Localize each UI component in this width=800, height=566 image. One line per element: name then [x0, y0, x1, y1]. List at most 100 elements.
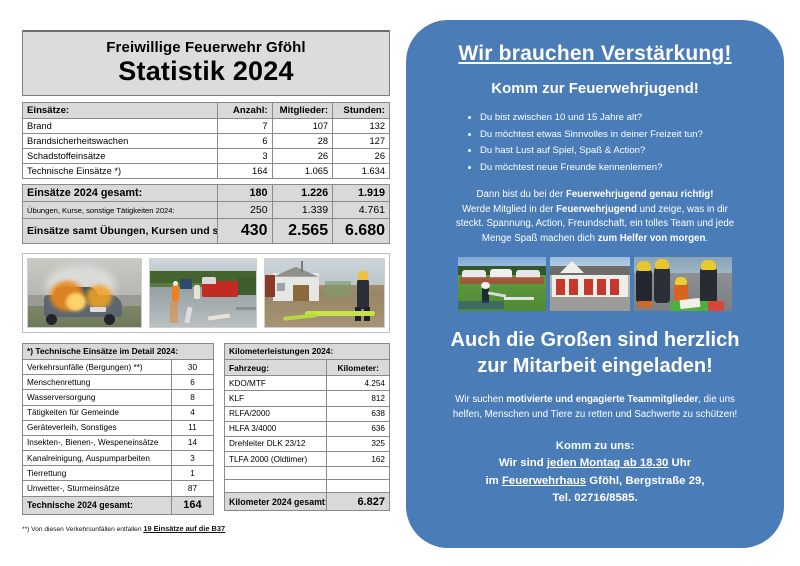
table-row: Drehleiter DLK 23/12 325 — [223, 435, 390, 453]
list-item: Du möchtest etwas Sinnvolles in deiner F… — [480, 127, 768, 144]
header-fahrzeug: Fahrzeug: — [223, 358, 328, 377]
row-label: Technische 2024 gesamt: — [22, 495, 172, 515]
row-stunden: 1.919 — [332, 184, 390, 203]
row-mitglieder: 28 — [271, 133, 334, 150]
panel-subheadline: Komm zur Feuerwehrjugend! — [491, 80, 699, 97]
row-label: Übungen, Kurse, sonstige Tätigkeiten 202… — [22, 201, 218, 220]
header-mitglieder: Mitglieder: — [271, 102, 334, 120]
table-row: Verkehrsunfälle (Bergungen) **) 30 — [22, 358, 215, 376]
header-anzahl: Anzahl: — [216, 102, 273, 120]
row-label: Menschenrettung — [22, 374, 172, 391]
footnote: **) Von diesen Verkehrsunfällen entfalle… — [22, 524, 390, 533]
row-value: 30 — [170, 358, 215, 376]
row-label: Verkehrsunfälle (Bergungen) **) — [22, 358, 172, 376]
row-value: 162 — [326, 451, 390, 468]
table-row-empty — [223, 479, 390, 494]
youth-competition-photo — [458, 256, 546, 311]
document-title-box: Freiwillige Feuerwehr Gföhl Statistik 20… — [22, 30, 390, 97]
row-anzahl: 180 — [216, 184, 273, 203]
table-row: Insekten-, Bienen-, Wespeneinsätze 14 — [22, 434, 215, 452]
seek-d: helfen, Menschen und Tiere zu retten und… — [452, 408, 738, 420]
table-row: Brandsicherheitswachen 6 28 127 — [22, 133, 390, 150]
pitch-line3: steckt. Spannung, Action, Freundschaft, … — [455, 218, 735, 230]
firefighters-training-photo — [634, 256, 732, 311]
table-row: TLFA 2000 (Oldtimer) 162 — [223, 451, 390, 468]
km-caption-row: Kilometerleistungen 2024: — [224, 342, 390, 360]
statistics-column: Freiwillige Feuerwehr Gföhl Statistik 20… — [22, 30, 390, 533]
row-anzahl: 164 — [216, 163, 273, 180]
row-label: KDO/MTF — [223, 375, 328, 392]
panel-headline: Wir brauchen Verstärkung! — [458, 42, 732, 65]
row-value — [326, 479, 390, 494]
row-value: 8 — [170, 389, 215, 406]
km-total-row: Kilometer 2024 gesamt: 6.827 — [223, 492, 390, 512]
page-title: Statistik 2024 — [118, 56, 294, 86]
row-label: Kanalreinigung, Auspumparbeiten — [22, 450, 172, 467]
row-label: Kilometer 2024 gesamt: — [223, 492, 328, 512]
row-label: Geräteverleih, Sonstiges — [22, 419, 172, 436]
contact-phone: Tel. 02716/8585. — [552, 491, 638, 504]
fire-station-photo — [550, 256, 630, 311]
row-label — [223, 466, 328, 481]
pitch-line2-c: und zeige, was in dir — [636, 203, 728, 215]
table-row: Brand 7 107 132 — [22, 118, 390, 135]
detail-caption: *) Technische Einsätze im Detail 2024: — [22, 342, 214, 360]
flooded-road-photo — [149, 257, 257, 328]
totals-table: Einsätze 2024 gesamt: 180 1.226 1.919 Üb… — [22, 184, 390, 244]
row-value: 325 — [326, 435, 390, 453]
footnote-highlight: 19 Einsätze auf die B37 — [143, 523, 226, 533]
row-value: 14 — [170, 434, 215, 452]
table-row: Geräteverleih, Sonstiges 11 — [22, 419, 215, 436]
kilometer-table: Kilometerleistungen 2024: Fahrzeug: Kilo… — [223, 342, 390, 512]
row-anzahl: 250 — [216, 201, 273, 220]
row-mitglieder: 107 — [271, 118, 334, 135]
row-label: HLFA 3/4000 — [223, 420, 328, 437]
row-anzahl: 3 — [216, 148, 273, 165]
row-mitglieder: 1.065 — [271, 163, 334, 180]
row-anzahl: 7 — [216, 118, 273, 135]
row-label: Brand — [22, 118, 218, 135]
table-row: Kanalreinigung, Auspumparbeiten 3 — [22, 450, 215, 467]
table-row: RLFA/2000 638 — [223, 405, 390, 422]
main-statistics-table-wrapper: Einsätze: Anzahl: Mitglieder: Stunden: B… — [22, 102, 390, 244]
pitch-line1-a: Dann bist du bei der — [476, 189, 566, 200]
row-value: 3 — [170, 450, 215, 467]
row-stunden: 132 — [332, 118, 390, 135]
totals-row-einsaetze: Einsätze 2024 gesamt: 180 1.226 1.919 — [22, 184, 390, 203]
row-label: Einsätze 2024 gesamt: — [22, 184, 218, 203]
totals-row-grand: Einsätze samt Übungen, Kursen und sonsti… — [22, 218, 390, 244]
table-row: KDO/MTF 4.254 — [223, 375, 390, 392]
row-label: Brandsicherheitswachen — [22, 133, 218, 150]
km-caption: Kilometerleistungen 2024: — [224, 342, 390, 360]
adults-invite-line1: Auch die Großen sind herzlich — [450, 328, 740, 351]
pitch-line4-b: zum Helfer von morgen — [597, 233, 706, 245]
operations-photo-strip — [22, 252, 390, 333]
header-kilometer: Kilometer: — [326, 358, 390, 377]
flooded-house-photo — [263, 257, 385, 328]
row-label: Einsätze samt Übungen, Kursen und sonsti… — [22, 218, 218, 244]
row-value: 4 — [170, 404, 215, 421]
seek-b: motivierte und engagierte Teammitglieder — [506, 393, 699, 405]
list-item: Du hast Lust auf Spiel, Spaß & Action? — [480, 143, 768, 160]
row-label — [223, 479, 328, 494]
technical-detail-table: *) Technische Einsätze im Detail 2024: V… — [22, 342, 215, 515]
table-row: HLFA 3/4000 636 — [223, 420, 390, 437]
row-value — [326, 466, 390, 481]
detail-tables-row: *) Technische Einsätze im Detail 2024: V… — [22, 342, 390, 515]
row-label: Tätigkeiten für Gemeinde — [22, 404, 172, 421]
row-value: 1 — [170, 465, 215, 482]
row-mitglieder: 1.339 — [271, 201, 334, 220]
contact-line3-a: im — [485, 474, 502, 487]
table-row: Menschenrettung 6 — [22, 374, 215, 391]
adults-invite-heading: Auch die Großen sind herzlich zur Mitarb… — [422, 327, 768, 379]
row-mitglieder: 26 — [271, 148, 334, 165]
requirements-list: Du bist zwischen 10 und 15 Jahre alt? Du… — [470, 110, 768, 176]
row-stunden: 4.761 — [332, 201, 390, 220]
table-row: Schadstoffeinsätze 3 26 26 — [22, 148, 390, 165]
row-label: Schadstoffeinsätze — [22, 148, 218, 165]
list-item: Du möchtest neue Freunde kennenlernen? — [480, 160, 768, 177]
contact-line3-c: Gföhl, Bergstraße 29, — [586, 474, 705, 487]
pitch-paragraph: Dann bist du bei der Feuerwehrjugend gen… — [422, 188, 768, 247]
row-label: RLFA/2000 — [223, 405, 328, 422]
row-stunden: 26 — [332, 148, 390, 165]
